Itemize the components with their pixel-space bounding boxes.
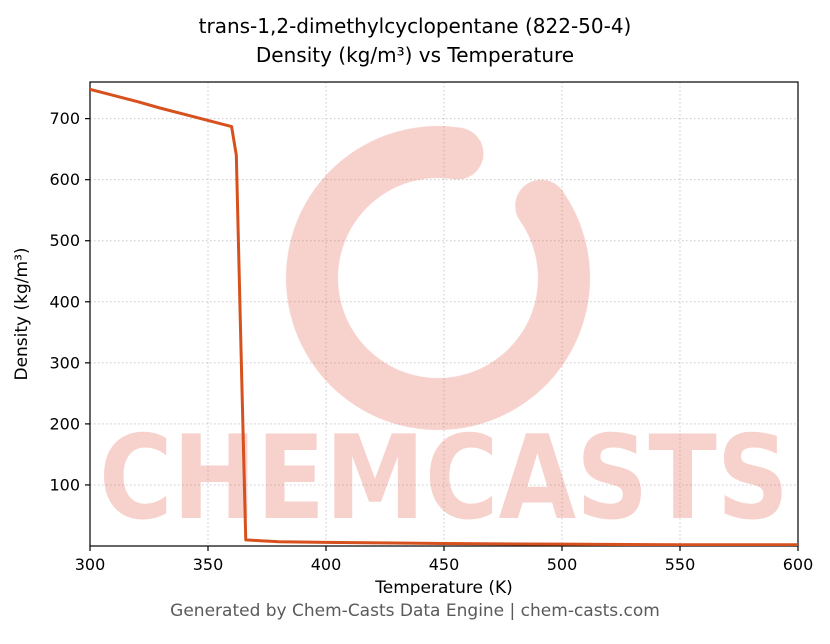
x-tick-label: 600: [783, 555, 814, 574]
density-series-line: [90, 87, 798, 546]
x-tick-label: 350: [193, 555, 224, 574]
x-tick-label: 500: [547, 555, 578, 574]
chart-title: trans-1,2-dimethylcyclopentane (822-50-4…: [0, 0, 830, 70]
watermark-brush-c-icon: [286, 126, 590, 430]
y-axis-label: Density (kg/m³): [12, 247, 32, 380]
y-tick-label: 100: [49, 475, 80, 494]
chart-title-line1: trans-1,2-dimethylcyclopentane (822-50-4…: [198, 14, 632, 38]
y-tick-label: 600: [49, 170, 80, 189]
y-tick-label: 700: [49, 109, 80, 128]
chart-title-line2: Density (kg/m³) vs Temperature: [255, 43, 575, 67]
y-tick-label: 500: [49, 231, 80, 250]
footer-attribution: Generated by Chem-Casts Data Engine | ch…: [170, 601, 660, 621]
y-tick-label: 300: [49, 353, 80, 372]
y-tick-label: 200: [49, 414, 80, 433]
watermark: CHEMCASTS: [99, 126, 789, 546]
x-axis-label: Temperature (K): [374, 578, 513, 595]
x-tick-label: 450: [429, 555, 460, 574]
density-vs-temperature-plot: CHEMCASTS 300 350 400 450 500 550 600 100 200 300 4…: [12, 81, 814, 598]
x-tick-label: 400: [311, 555, 342, 574]
x-tick-label: 300: [75, 555, 106, 574]
watermark-text: CHEMCASTS: [99, 411, 789, 546]
x-tick-label: 550: [665, 555, 696, 574]
y-tick-label: 400: [49, 292, 80, 311]
